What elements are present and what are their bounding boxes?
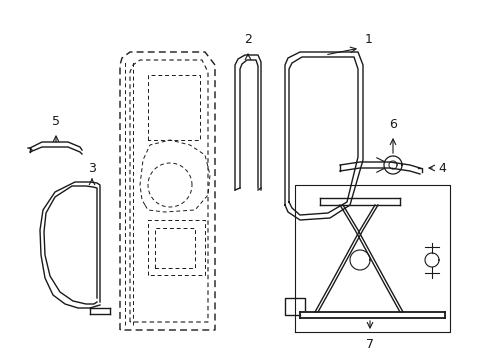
Text: 4: 4 [437,162,445,175]
Text: 2: 2 [244,33,251,46]
Text: 3: 3 [88,162,96,175]
Text: 6: 6 [388,118,396,131]
Text: 5: 5 [52,115,60,128]
Text: 1: 1 [364,33,372,46]
Text: 7: 7 [365,338,373,351]
